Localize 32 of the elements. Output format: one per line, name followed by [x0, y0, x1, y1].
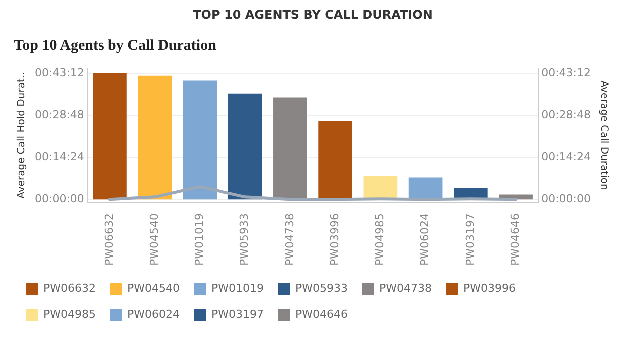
y2-tick-label: 00:00:00 — [542, 192, 592, 206]
legend-label: PW04738 — [380, 282, 432, 295]
x-tick-label: PW03197 — [464, 214, 477, 266]
chart-title: TOP 10 AGENTS BY CALL DURATION — [192, 8, 434, 24]
x-tick-label: PW05933 — [238, 214, 252, 266]
legend-label: PW03996 — [464, 282, 516, 295]
y-tick-label: 00:28:48 — [34, 108, 84, 122]
legend-label: PW06632 — [44, 282, 96, 295]
x-tick-label: PW03996 — [328, 214, 342, 266]
y-tick-label: 00:43:12 — [34, 66, 84, 80]
y-tick-label: 00:14:24 — [34, 150, 84, 164]
chart-subtitle: Top 10 Agents by Call Duration — [14, 38, 218, 55]
x-tick-label: PW06024 — [418, 214, 432, 266]
x-tick-label: PW04646 — [508, 214, 522, 266]
x-tick-label: PW04738 — [283, 214, 296, 266]
y-axis-title: Average Call Hold Durat.. — [16, 72, 28, 199]
legend-label: PW04646 — [296, 308, 348, 321]
y2-tick-label: 00:43:12 — [542, 66, 592, 80]
x-tick-label: PW04540 — [148, 214, 161, 266]
y2-axis-title: Average Call Duration — [598, 80, 610, 190]
x-tick-label: PW06632 — [102, 214, 116, 266]
legend-label: PW04985 — [44, 308, 96, 321]
x-tick-label: PW04985 — [374, 214, 387, 266]
y-tick-label: 00:00:00 — [34, 192, 84, 206]
legend-label: PW03197 — [212, 308, 264, 321]
y2-tick-label: 00:14:24 — [542, 150, 592, 164]
y2-tick-label: 00:28:48 — [542, 108, 592, 122]
legend-label: PW06024 — [128, 308, 180, 321]
legend-label: PW01019 — [212, 282, 264, 295]
legend-label: PW05933 — [296, 282, 348, 295]
legend-label: PW04540 — [128, 282, 180, 295]
x-tick-label: PW01019 — [193, 214, 206, 266]
